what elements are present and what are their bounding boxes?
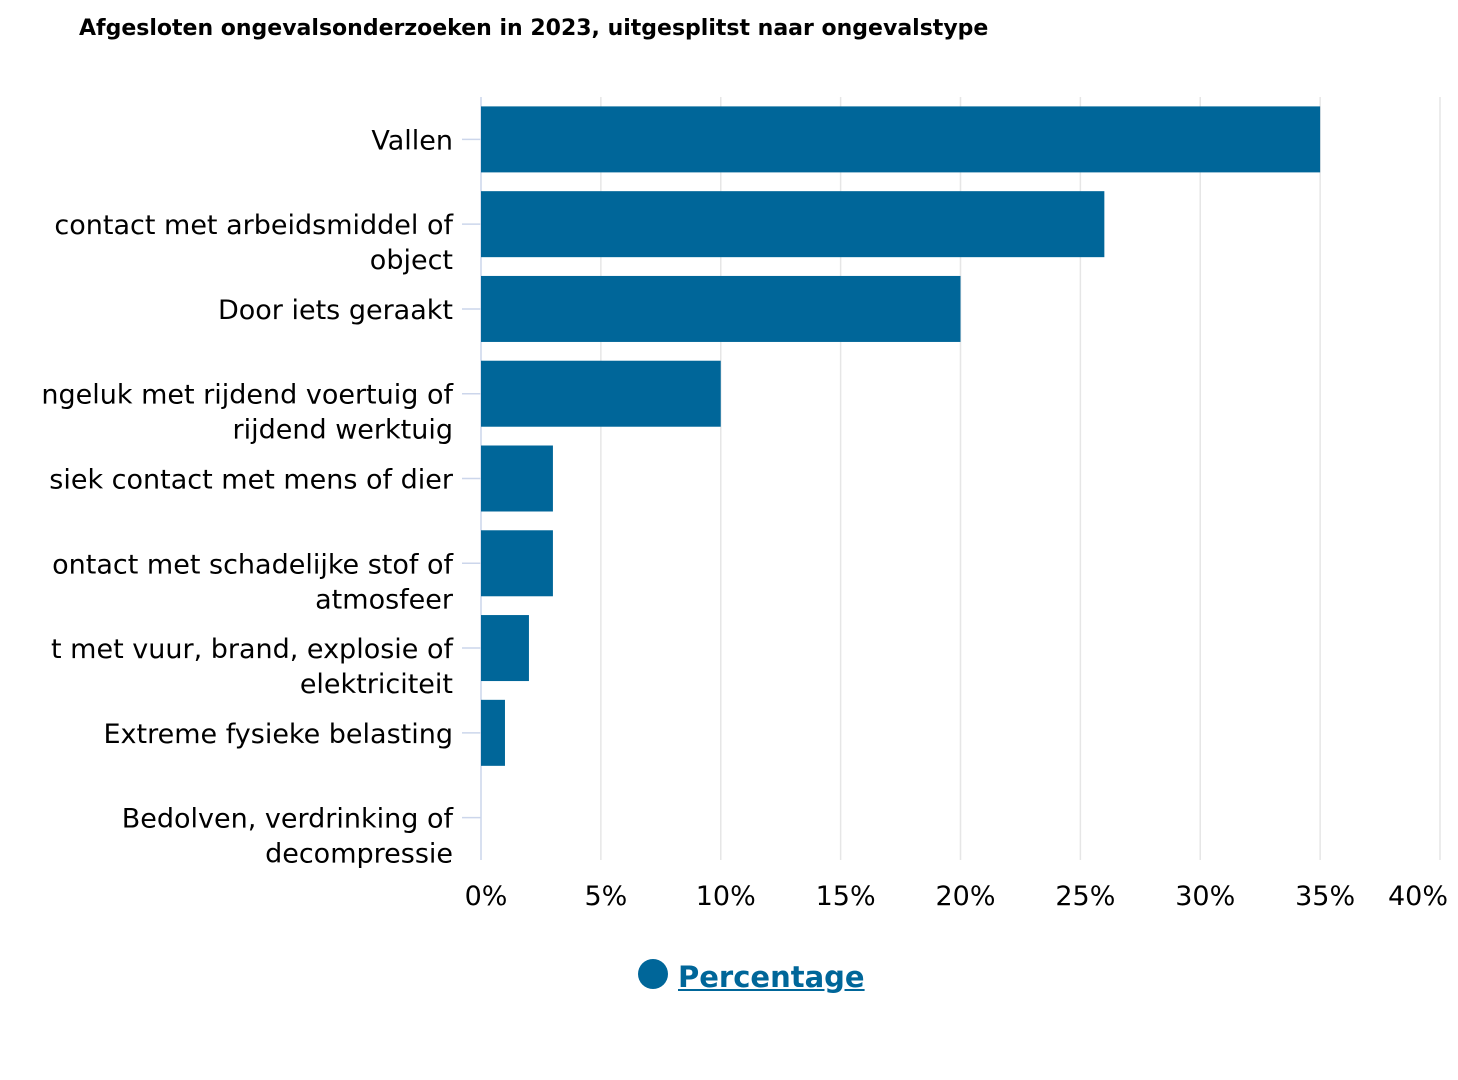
x-tick-label: 15% [816,881,876,912]
legend[interactable]: Percentage [638,959,865,994]
x-tick-label: 30% [1175,881,1235,912]
category-label-line: atmosfeer [315,584,454,615]
bar [481,445,553,512]
category-label: Extreme fysieke belasting [104,719,454,750]
x-tick-label: 5% [584,881,627,912]
category-label: ngeluk met rijdend voertuig of rijdend we… [41,380,454,446]
legend-marker-icon [638,959,668,989]
category-label: contact met arbeidsmiddel of object [54,210,454,276]
x-tick-label: 0% [465,881,508,912]
bar [481,106,1321,173]
category-label-line: siek contact met mens of dier [49,465,454,496]
category-label-line: elektriciteit [300,669,453,700]
category-label: t met vuur, brand, explosie of elektricit… [51,634,454,700]
category-label: siek contact met mens of dier [49,465,454,496]
x-tick-label: 35% [1295,881,1355,912]
category-label-line: Extreme fysieke belasting [104,719,454,750]
legend-item-percentage[interactable]: Percentage [678,960,865,994]
category-label: ontact met schadelijke stof of atmosfeer [52,549,454,615]
category-label-line: object [370,245,453,276]
category-label-line: decompressie [265,839,453,870]
category-label-line: Door iets geraakt [218,295,453,326]
category-label-line: contact met arbeidsmiddel of [54,210,454,241]
category-label: Bedolven, verdrinking of decompressie [122,804,455,870]
x-tick-label: 20% [935,881,995,912]
bar [481,191,1105,258]
x-tick-label: 25% [1055,881,1115,912]
category-label-line: Vallen [371,125,453,156]
category-label-line: Bedolven, verdrinking of [122,804,455,835]
category-label: Door iets geraakt [218,295,453,326]
chart-title: Afgesloten ongevalsonderzoeken in 2023, … [79,16,989,41]
bar [481,699,505,766]
bar [481,530,553,597]
bar [481,615,529,682]
category-label-line: rijdend werktuig [233,415,453,446]
x-tick-label: 10% [696,881,756,912]
category-label: Vallen [371,125,453,156]
category-label-line: ngeluk met rijdend voertuig of [41,380,454,411]
category-label-line: ontact met schadelijke stof of [52,549,454,580]
category-label-line: t met vuur, brand, explosie of [51,634,454,665]
bar [481,275,961,342]
x-tick-label: 40% [1388,881,1448,912]
bar [481,360,721,427]
